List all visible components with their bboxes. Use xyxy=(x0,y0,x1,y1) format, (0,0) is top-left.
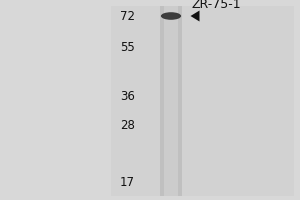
Text: 28: 28 xyxy=(120,119,135,132)
Ellipse shape xyxy=(161,12,181,20)
Bar xyxy=(160,6,182,196)
Text: 17: 17 xyxy=(120,176,135,189)
Bar xyxy=(164,6,178,196)
Bar xyxy=(111,6,294,196)
Text: ZR-75-1: ZR-75-1 xyxy=(191,0,241,11)
Text: 36: 36 xyxy=(120,90,135,103)
Text: 55: 55 xyxy=(120,41,135,54)
Polygon shape xyxy=(190,11,200,22)
Text: 72: 72 xyxy=(120,10,135,23)
